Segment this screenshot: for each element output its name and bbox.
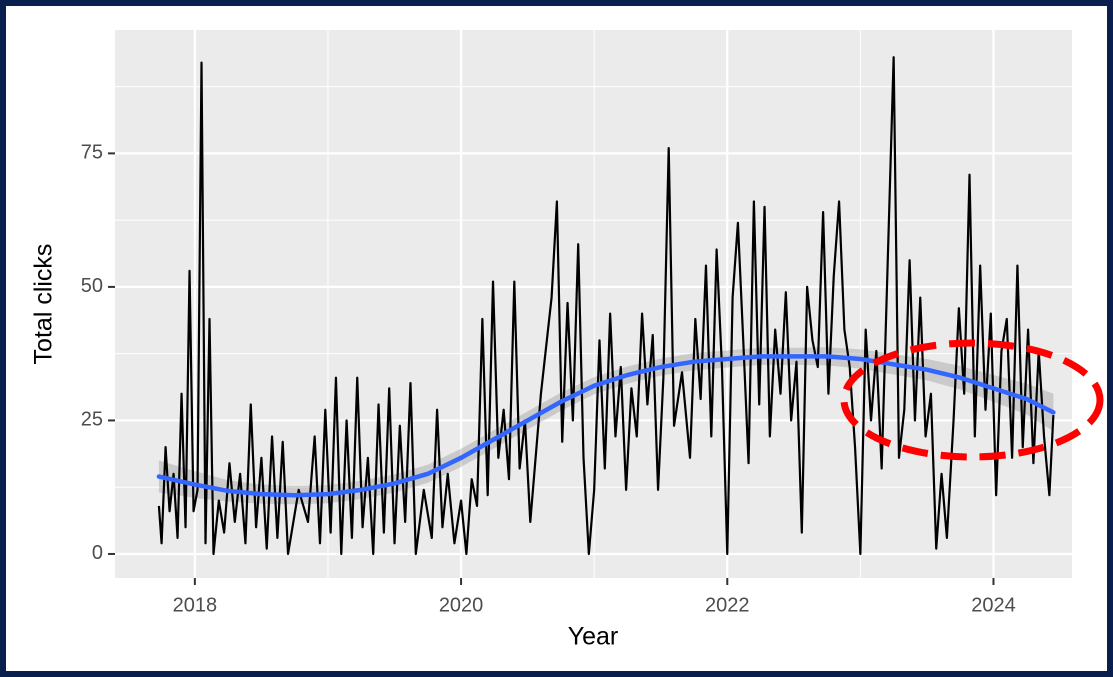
y-tick-label: 75 — [81, 142, 103, 164]
x-tick-label: 2018 — [173, 594, 218, 616]
data-line — [157, 56, 1055, 556]
y-axis-title: Total clicks — [30, 244, 58, 365]
x-tick-label: 2020 — [439, 594, 484, 616]
y-tick-label: 50 — [81, 275, 103, 297]
x-tick-label: 2022 — [705, 594, 750, 616]
x-axis-title: Year — [568, 623, 619, 651]
highlight-ellipse — [840, 339, 1104, 461]
plot-layer — [115, 30, 1072, 578]
y-tick-label: 25 — [81, 409, 103, 431]
y-tick-label: 0 — [92, 542, 103, 564]
smooth-line — [156, 354, 1056, 498]
x-tick-label: 2024 — [971, 594, 1016, 616]
